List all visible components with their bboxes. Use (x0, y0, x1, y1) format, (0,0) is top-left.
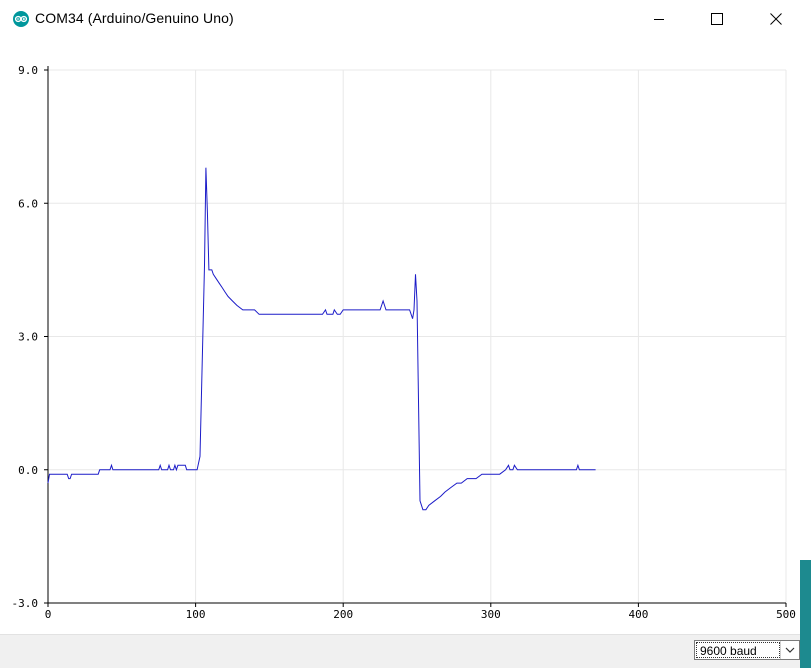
plot-axes (47, 66, 786, 604)
bottom-toolbar (0, 634, 811, 668)
x-axis-ticks: 0 100 200 300 400 500 (45, 603, 796, 621)
plot-grid (47, 69, 787, 604)
x-tick-label: 100 (186, 608, 206, 621)
close-button[interactable] (753, 0, 799, 38)
arduino-logo-icon (13, 11, 29, 27)
series-line (47, 167, 596, 511)
y-axis-ticks: 9.0 6.0 3.0 0.0 -3.0 (12, 64, 48, 610)
window-edge-strip (800, 560, 811, 668)
close-icon (770, 13, 782, 25)
baud-rate-select[interactable]: 9600 baud (694, 640, 800, 660)
x-tick-label: 400 (628, 608, 648, 621)
y-tick-label: 6.0 (18, 197, 38, 210)
x-tick-label: 0 (45, 608, 52, 621)
y-tick-label: 9.0 (18, 64, 38, 77)
x-tick-label: 300 (481, 608, 501, 621)
maximize-icon (711, 13, 723, 25)
y-tick-label: -3.0 (12, 597, 39, 610)
y-tick-label: 3.0 (18, 331, 38, 344)
y-tick-label: 0.0 (18, 464, 38, 477)
chevron-down-icon[interactable] (780, 641, 799, 659)
maximize-button[interactable] (694, 0, 740, 38)
baud-rate-value: 9600 baud (696, 642, 780, 658)
serial-plotter-canvas: 9.0 6.0 3.0 0.0 -3.0 0 100 200 300 400 500 (0, 38, 811, 634)
x-tick-label: 200 (333, 608, 353, 621)
minimize-button[interactable] (636, 0, 682, 38)
title-bar[interactable]: COM34 (Arduino/Genuino Uno) (0, 0, 811, 38)
x-tick-label: 500 (776, 608, 796, 621)
plot-svg: 9.0 6.0 3.0 0.0 -3.0 0 100 200 300 400 500 (12, 64, 796, 621)
minimize-icon (654, 19, 664, 20)
window-title: COM34 (Arduino/Genuino Uno) (35, 10, 234, 26)
